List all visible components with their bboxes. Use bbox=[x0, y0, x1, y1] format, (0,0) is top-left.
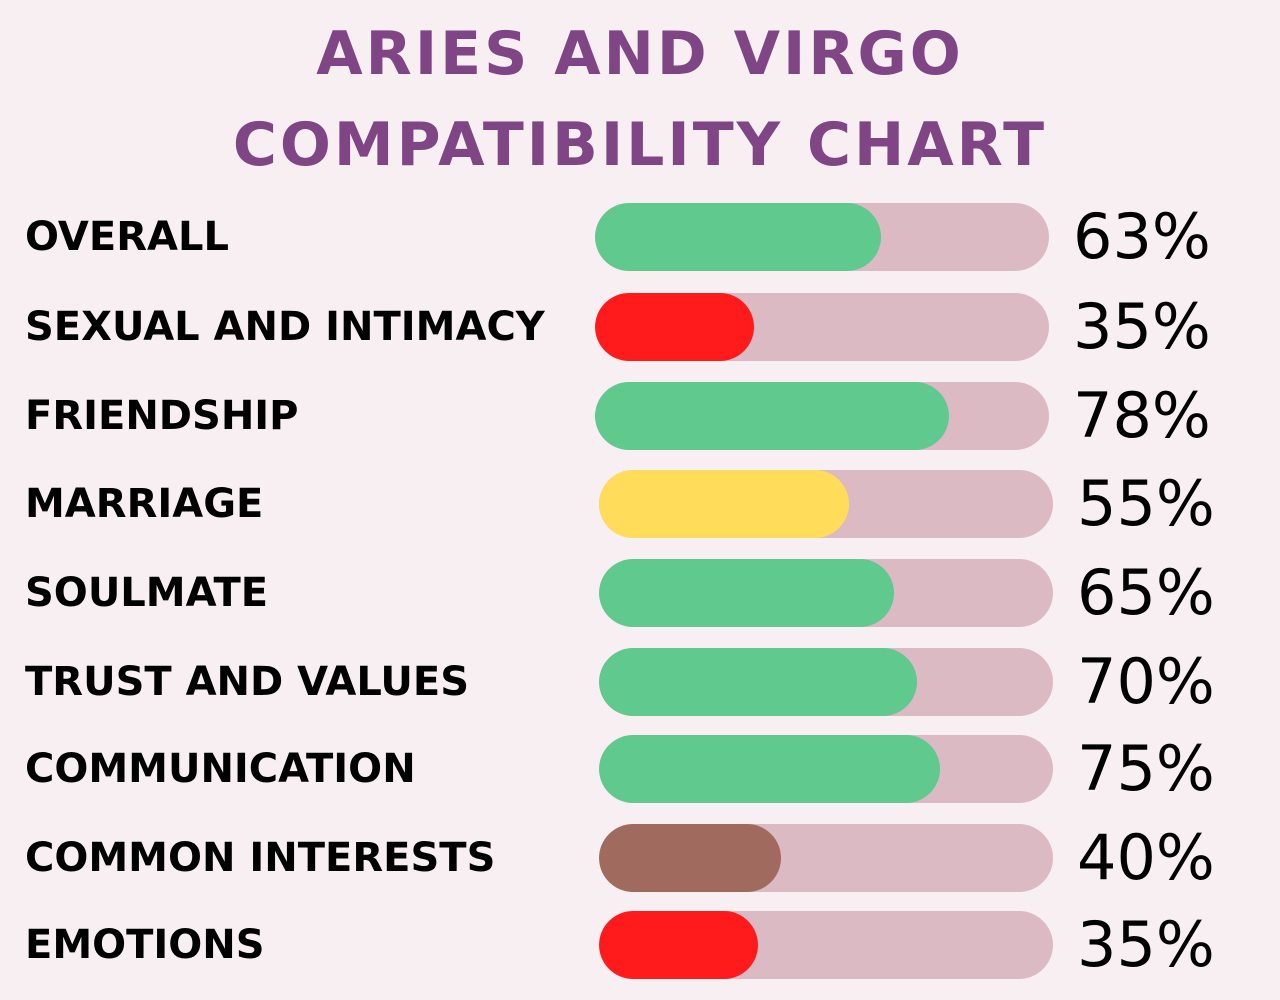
bar-fill bbox=[599, 824, 781, 892]
bar-fill bbox=[599, 735, 940, 803]
category-label: MARRIAGE bbox=[25, 481, 264, 527]
bar-fill bbox=[595, 382, 949, 450]
value-label: 65% bbox=[1077, 556, 1215, 629]
bar-track bbox=[595, 203, 1049, 271]
bar-fill bbox=[595, 293, 754, 361]
bar-fill bbox=[599, 648, 917, 716]
bar-track bbox=[599, 911, 1053, 979]
bar-fill bbox=[599, 911, 758, 979]
value-label: 55% bbox=[1077, 467, 1215, 540]
chart-title-line-1: ARIES AND VIRGO bbox=[316, 19, 964, 89]
bar-row: SEXUAL AND INTIMACY 35% bbox=[0, 293, 1280, 361]
category-label: FRIENDSHIP bbox=[25, 393, 299, 439]
value-label: 35% bbox=[1073, 290, 1211, 363]
bar-row: FRIENDSHIP 78% bbox=[0, 382, 1280, 450]
bar-track bbox=[599, 470, 1053, 538]
bar-row: COMMON INTERESTS 40% bbox=[0, 824, 1280, 892]
bar-row: COMMUNICATION 75% bbox=[0, 735, 1280, 803]
bar-track bbox=[599, 559, 1053, 627]
category-label: SEXUAL AND INTIMACY bbox=[25, 304, 545, 350]
value-label: 63% bbox=[1073, 200, 1211, 273]
value-label: 40% bbox=[1077, 821, 1215, 894]
bar-track bbox=[599, 648, 1053, 716]
category-label: SOULMATE bbox=[25, 570, 269, 616]
bar-row: EMOTIONS 35% bbox=[0, 911, 1280, 979]
bar-fill bbox=[599, 470, 849, 538]
bar-row: MARRIAGE 55% bbox=[0, 470, 1280, 538]
category-label: TRUST AND VALUES bbox=[25, 659, 470, 705]
category-label: COMMON INTERESTS bbox=[25, 835, 496, 881]
bar-row: TRUST AND VALUES 70% bbox=[0, 648, 1280, 716]
bar-track bbox=[595, 293, 1049, 361]
bar-track bbox=[595, 382, 1049, 450]
chart-title-line-2: COMPATIBILITY CHART bbox=[232, 110, 1048, 180]
bar-fill bbox=[599, 559, 894, 627]
category-label: OVERALL bbox=[25, 214, 229, 260]
bar-row: OVERALL 63% bbox=[0, 203, 1280, 271]
bar-fill bbox=[595, 203, 881, 271]
bar-track bbox=[599, 735, 1053, 803]
value-label: 70% bbox=[1077, 645, 1215, 718]
category-label: EMOTIONS bbox=[25, 922, 265, 968]
value-label: 78% bbox=[1073, 379, 1211, 452]
bar-track bbox=[599, 824, 1053, 892]
value-label: 35% bbox=[1077, 908, 1215, 981]
value-label: 75% bbox=[1077, 732, 1215, 805]
category-label: COMMUNICATION bbox=[25, 746, 416, 792]
bar-row: SOULMATE 65% bbox=[0, 559, 1280, 627]
